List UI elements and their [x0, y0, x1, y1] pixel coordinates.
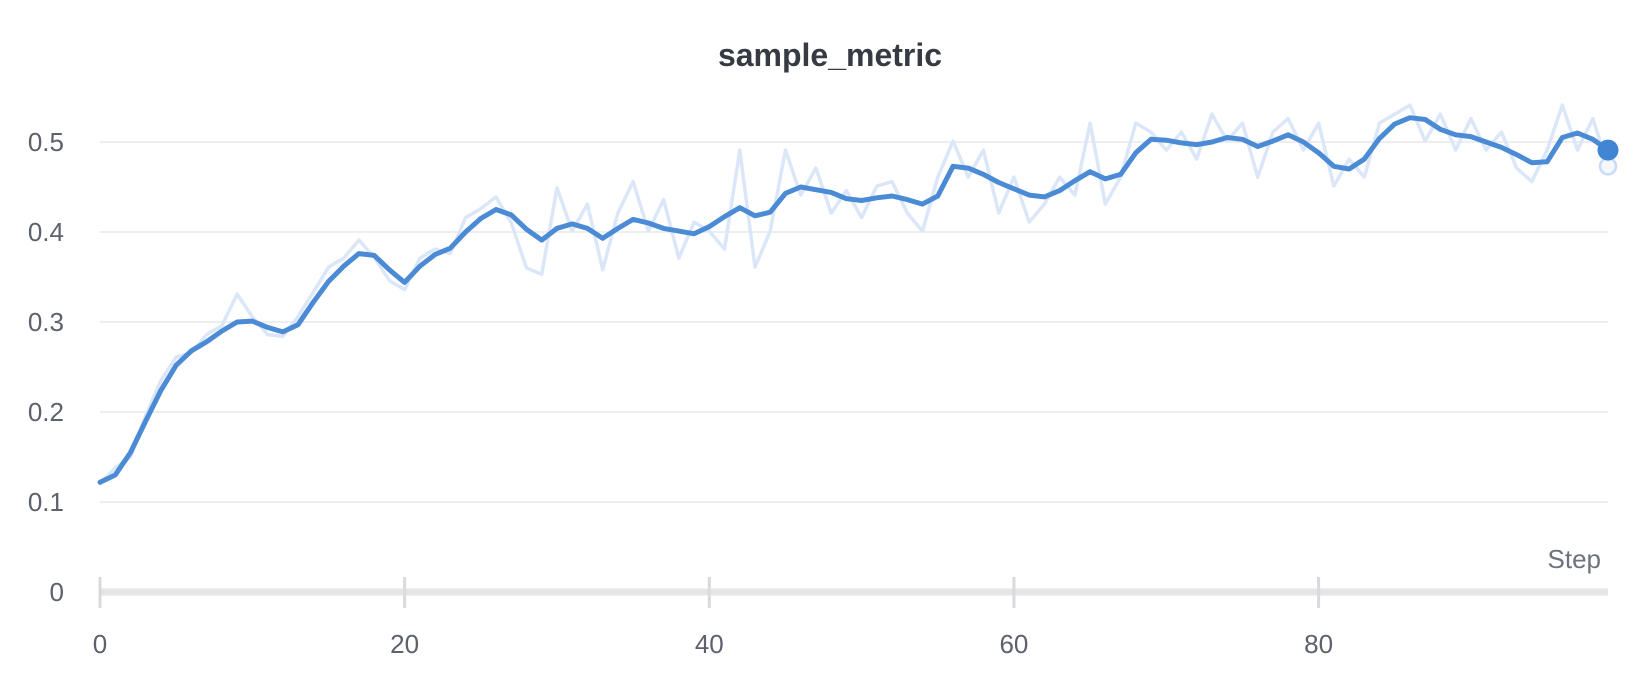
smoothed-series-line: [97, 115, 1611, 485]
x-tick-label: 40: [695, 629, 724, 659]
y-tick-label: 0.1: [28, 487, 64, 517]
chart-title: sample_metric: [718, 37, 942, 73]
axis-tick-labels: 0 0.1 0.2 0.3 0.4 0.5 0 20 40 60 80: [28, 127, 1333, 659]
y-tick-label: 0: [50, 577, 64, 607]
x-axis: [98, 577, 1608, 608]
y-tick-label: 0.4: [28, 217, 64, 247]
x-tick-label: 0: [93, 629, 107, 659]
y-tick-label: 0.2: [28, 397, 64, 427]
x-tick-label: 20: [390, 629, 419, 659]
gridlines: [100, 141, 1608, 503]
x-tick-label: 80: [1304, 629, 1333, 659]
x-axis-label: Step: [1548, 544, 1602, 574]
raw-series-line: [98, 103, 1610, 486]
smoothed-endpoint-dot: [1597, 139, 1619, 161]
y-tick-label: 0.5: [28, 127, 64, 157]
y-tick-label: 0.3: [28, 307, 64, 337]
raw-endpoint-ring: [1598, 157, 1618, 176]
series-lines: [97, 103, 1611, 486]
x-axis-bar: [100, 588, 1608, 596]
x-tick-label: 60: [999, 629, 1028, 659]
endpoint-markers: [1597, 139, 1619, 176]
